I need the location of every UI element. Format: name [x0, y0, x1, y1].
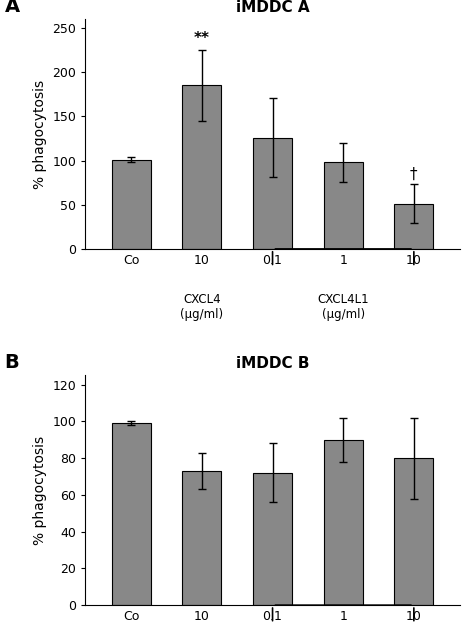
- Bar: [112, 160, 151, 249]
- Bar: [394, 204, 433, 249]
- Bar: [182, 471, 221, 605]
- Text: A: A: [5, 0, 20, 16]
- Bar: [112, 423, 151, 605]
- Title: iMDDC A: iMDDC A: [236, 0, 310, 15]
- Bar: [253, 473, 292, 605]
- Bar: [394, 458, 433, 605]
- Y-axis label: % phagocytosis: % phagocytosis: [33, 436, 47, 545]
- Title: iMDDC B: iMDDC B: [236, 356, 310, 371]
- Bar: [324, 440, 363, 605]
- Y-axis label: % phagocytosis: % phagocytosis: [33, 80, 47, 189]
- Text: CXCL4
(μg/ml): CXCL4 (μg/ml): [180, 294, 223, 322]
- Bar: [182, 85, 221, 249]
- Text: B: B: [5, 353, 19, 372]
- Bar: [324, 162, 363, 249]
- Text: CXCL4L1
(μg/ml): CXCL4L1 (μg/ml): [318, 294, 369, 322]
- Text: †: †: [410, 167, 418, 182]
- Bar: [253, 138, 292, 249]
- Text: **: **: [194, 31, 210, 46]
